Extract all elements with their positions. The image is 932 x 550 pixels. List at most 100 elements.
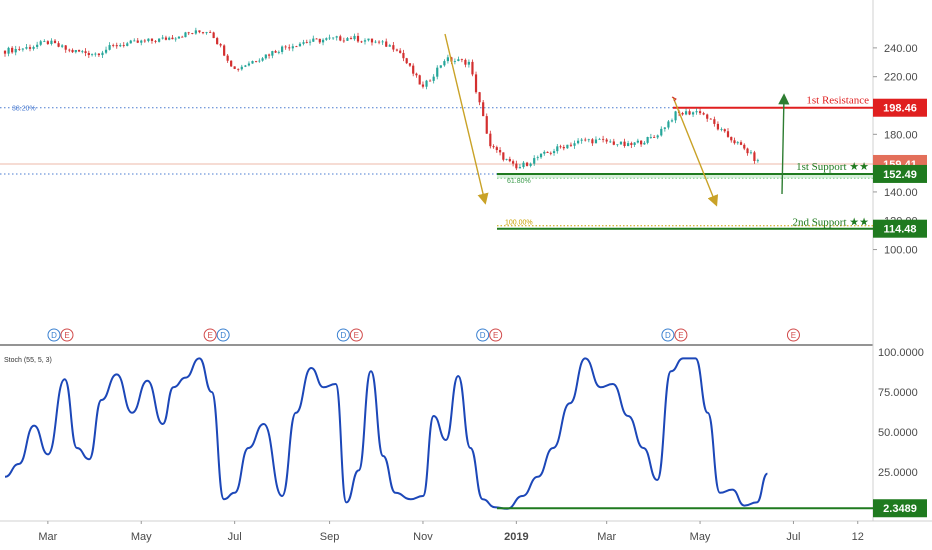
candle-body: [623, 141, 626, 147]
support-zone: [497, 173, 873, 179]
event-marker-dividend: [47, 328, 61, 342]
event-marker-label: E: [354, 331, 359, 340]
candle-body: [485, 116, 488, 134]
candle-body: [305, 42, 308, 44]
candle-body: [706, 114, 709, 119]
candle-body: [395, 49, 399, 51]
candle-body: [566, 144, 569, 149]
candle-body: [147, 38, 150, 42]
candle-body: [315, 38, 318, 40]
candle-body: [187, 32, 190, 34]
candle-body: [381, 41, 384, 43]
candle-body: [122, 45, 125, 46]
downtrend-arrow-1: [444, 33, 489, 205]
candle-body: [136, 40, 139, 43]
candle-body: [467, 61, 470, 65]
candle-body: [281, 46, 284, 52]
candle-body: [471, 61, 474, 75]
candle-body: [43, 41, 46, 43]
candle-body: [695, 111, 698, 113]
event-marker-label: D: [220, 331, 226, 340]
candle-body: [464, 59, 467, 65]
candle-body: [61, 45, 64, 47]
candle-body: [264, 54, 267, 59]
candle-body: [251, 61, 254, 64]
time-tick-label: Mar: [597, 531, 616, 543]
candle-body: [743, 144, 746, 149]
candle-body: [288, 47, 291, 49]
candle-body: [291, 46, 294, 49]
candle-body: [412, 65, 415, 74]
candle-body: [171, 37, 174, 40]
candle-body: [580, 139, 583, 141]
osc-tick-label: 25.0000: [878, 467, 918, 479]
candle-body: [408, 63, 412, 66]
candle-body: [633, 142, 636, 145]
candle-body: [716, 123, 720, 130]
candle-body: [360, 41, 363, 43]
candle-body: [11, 47, 14, 53]
candle-body: [325, 38, 328, 40]
candle-body: [97, 53, 100, 56]
candle-body: [353, 35, 356, 40]
resistance-badge-text: 198.46: [883, 103, 917, 115]
candle-body: [549, 152, 552, 154]
oscillator-title: Stoch (55, 5, 3): [4, 357, 52, 364]
candle-body: [684, 111, 688, 115]
fib-38-label: 38.20%: [12, 106, 36, 113]
candle-body: [101, 52, 104, 56]
candle-body: [184, 32, 187, 38]
candle-body: [498, 150, 502, 153]
candle-body: [254, 61, 258, 62]
candle-body: [688, 111, 691, 115]
candle-body: [505, 158, 508, 160]
candle-body: [533, 158, 536, 164]
candle-body: [140, 40, 143, 43]
candle-body: [594, 139, 598, 144]
candle-body: [112, 45, 115, 46]
candle-body: [646, 137, 649, 143]
candle-body: [247, 63, 251, 66]
candle-body: [36, 44, 39, 47]
candle-body: [660, 128, 663, 136]
candle-body: [723, 129, 726, 132]
osc-tick-label: 100.0000: [878, 347, 924, 359]
candle-body: [453, 61, 456, 62]
candle-body: [616, 144, 619, 146]
candle-body: [627, 143, 630, 147]
candle-body: [94, 53, 97, 55]
candle-body: [529, 163, 532, 166]
candle-body: [726, 131, 730, 137]
time-tick-label: Sep: [320, 531, 340, 543]
candle-body: [230, 60, 233, 67]
stoch-level-badge-box: [873, 499, 927, 518]
candle-body: [298, 43, 302, 47]
candle-body: [223, 45, 226, 56]
candle-body: [237, 68, 240, 70]
candle-body: [605, 139, 608, 142]
event-marker-dividend: [216, 328, 230, 342]
event-marker-dividend: [336, 328, 350, 342]
candle-body: [39, 41, 42, 45]
candle-body: [640, 140, 643, 145]
candle-body: [74, 49, 77, 53]
event-marker-label: D: [665, 331, 671, 340]
candle-body: [168, 37, 171, 40]
candle-body: [181, 36, 184, 38]
price-tick-label: 180.00: [884, 129, 918, 141]
target-arrow: [778, 93, 790, 195]
time-tick-label: Jul: [786, 531, 800, 543]
candle-body: [274, 51, 277, 53]
candle-body: [536, 157, 539, 159]
candle-body: [609, 141, 612, 143]
candle-body: [126, 43, 129, 46]
candle-body: [115, 45, 118, 47]
candle-body: [50, 40, 53, 44]
event-marker-dividend: [476, 328, 490, 342]
price-tick-label: 100.00: [884, 245, 918, 257]
candle-body: [129, 40, 132, 44]
event-marker-label: E: [791, 331, 796, 340]
candle-body: [643, 142, 646, 145]
candle-body: [543, 151, 546, 154]
candle-body: [363, 40, 367, 42]
